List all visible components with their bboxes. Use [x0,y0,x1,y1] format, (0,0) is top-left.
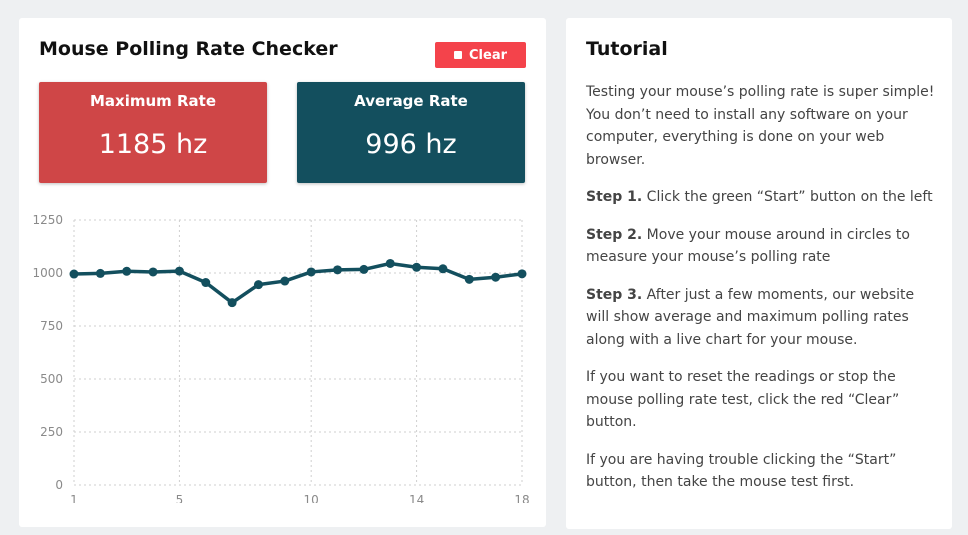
polling-rate-checker-card: Mouse Polling Rate Checker Clear Maximum… [19,18,546,527]
rate-data-point [253,280,263,290]
rate-data-point [227,298,237,308]
x-tick-label: 5 [176,493,184,503]
y-tick-label: 250 [40,425,63,439]
step-1-text: Click the green “Start” button on the le… [642,189,933,205]
rate-data-point [517,269,527,279]
x-tick-label: 18 [514,493,529,503]
step-3-text: After just a few moments, our website wi… [586,286,915,348]
clear-button-label: Clear [469,47,507,63]
rate-data-point [359,264,369,274]
rate-data-point [306,267,316,277]
maximum-rate-label: Maximum Rate [89,92,217,110]
rate-data-point [280,276,290,286]
average-rate-box: Average Rate 996 hz [297,82,525,183]
average-rate-label: Average Rate [354,92,468,110]
maximum-rate-value: 1185 hz [98,129,208,160]
clear-button[interactable]: Clear [435,42,526,68]
rate-data-point [148,267,158,277]
stop-icon [454,51,462,59]
y-tick-label: 1000 [32,266,63,280]
rate-data-point [385,258,395,268]
step-3-label: Step 3. [586,286,643,303]
rate-data-point [201,278,211,288]
tutorial-step-2: Step 2. Move your mouse around in circle… [586,224,938,269]
tutorial-step-1: Step 1. Click the green “Start” button o… [586,186,938,209]
rate-data-point [491,272,501,282]
tutorial-card: Tutorial Testing your mouse’s polling ra… [566,18,952,529]
step-2-text: Move your mouse around in circles to mea… [586,226,910,266]
rate-series-line [73,261,523,305]
average-rate-value: 996 hz [365,129,457,160]
y-tick-label: 750 [40,319,63,333]
rate-data-point [333,265,343,275]
y-tick-label: 500 [40,372,63,386]
maximum-rate-box: Maximum Rate 1185 hz [39,82,267,183]
rate-data-point [122,266,132,276]
x-tick-label: 10 [304,493,319,503]
y-tick-label: 0 [55,478,63,492]
tutorial-step-3: Step 3. After just a few moments, our we… [586,284,938,352]
tutorial-trouble-note: If you are having trouble clicking the “… [586,451,897,491]
step-2-label: Step 2. [586,226,643,243]
x-tick-label: 1 [70,493,78,503]
tutorial-intro: Testing your mouse’s polling rate is sup… [586,84,935,168]
polling-rate-chart: 0 250 500 750 1000 1250 1 5 10 14 18 [32,213,529,503]
rate-data-point [174,266,184,276]
rate-data-point [69,269,79,279]
tutorial-reset-note: If you want to reset the readings or sto… [586,369,900,430]
rate-data-point [438,264,448,274]
rate-data-point [464,274,474,284]
tutorial-body: Testing your mouse’s polling rate is sup… [586,81,938,509]
y-tick-label: 1250 [32,213,63,227]
rate-data-point [412,262,422,272]
tutorial-title: Tutorial [586,38,668,60]
rate-data-point [95,268,105,278]
step-1-label: Step 1. [586,189,643,205]
x-tick-label: 14 [409,493,424,503]
checker-title: Mouse Polling Rate Checker [39,38,338,60]
